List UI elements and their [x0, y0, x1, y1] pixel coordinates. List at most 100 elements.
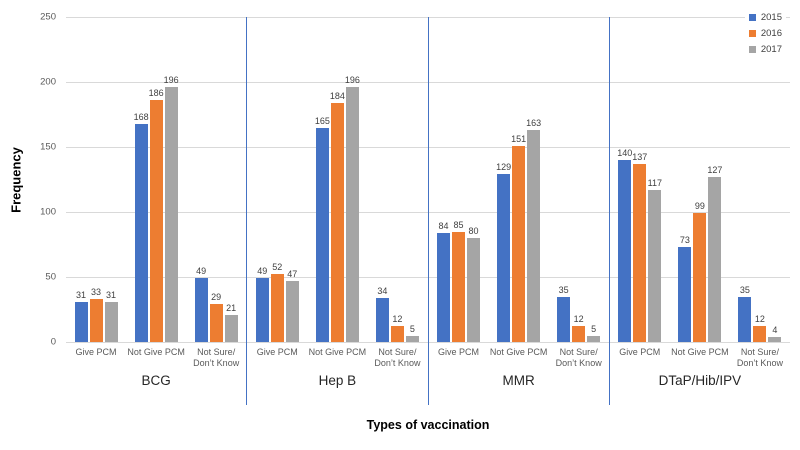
- bar-group-item: 84: [437, 220, 451, 342]
- group-label: MMR: [502, 373, 535, 388]
- bar-2015: [738, 296, 752, 342]
- bar-group-item: 33: [89, 287, 103, 342]
- bar-value-label: 31: [106, 289, 117, 300]
- bar-value-label: 99: [694, 201, 705, 212]
- bar-2017: [104, 301, 118, 342]
- bar-2015: [678, 247, 692, 342]
- bar-value-label: 168: [133, 111, 149, 122]
- category-cluster: 84 85 80 Give PCM: [429, 17, 489, 369]
- bar-2016: [390, 326, 404, 342]
- category-cluster: 168 186 196 Not Give PCM: [126, 17, 186, 369]
- category-clusters: 31 33 31 Give PCM 168 186 196 Not Give PCM 49 29 2…: [66, 17, 246, 369]
- bar-value-label: 31: [76, 289, 87, 300]
- bar-2015: [74, 301, 88, 342]
- category-cluster: 49 29 21 Not Sure/ Don’t Know: [186, 17, 246, 369]
- category-cluster: 165 184 196 Not Give PCM: [307, 17, 367, 369]
- legend-swatch-icon: [748, 14, 756, 21]
- bar-value-label: 84: [438, 220, 449, 231]
- bar-group-item: 12: [572, 314, 586, 342]
- panel-Hep B: 49 52 47 Give PCM 165 184 196 Not Give PCM 34 12 5…: [247, 17, 429, 405]
- bar-value-label: 12: [392, 314, 403, 325]
- bar-cluster: 34 12 5: [375, 17, 419, 342]
- bar-2015: [497, 174, 511, 342]
- bar-value-label: 117: [647, 177, 662, 188]
- bar-group-item: 5: [405, 323, 419, 342]
- bar-2017: [587, 335, 601, 342]
- bar-2015: [437, 232, 451, 342]
- bar-2015: [375, 297, 389, 342]
- category-cluster: 31 33 31 Give PCM: [66, 17, 126, 369]
- bar-value-label: 52: [272, 262, 283, 273]
- bar-group-item: 99: [693, 201, 707, 342]
- category-clusters: 84 85 80 Give PCM 129 151 163 Not Give PCM 35 12 5…: [429, 17, 609, 369]
- bar-2016: [693, 213, 707, 342]
- bar-group-item: 35: [557, 285, 571, 342]
- bar-group-item: 117: [647, 177, 662, 342]
- category-clusters: 140 137 117 Give PCM 73 99 127 Not Give PCM 35 12…: [610, 17, 790, 369]
- vaccine-group-panels: 31 33 31 Give PCM 168 186 196 Not Give PCM 49 29 2…: [66, 17, 790, 405]
- bar-2015: [618, 160, 632, 342]
- bar-group-item: 80: [467, 226, 481, 342]
- panel-DTaP/Hib/IPV: 140 137 117 Give PCM 73 99 127 Not Give PCM 35 12…: [610, 17, 790, 405]
- bar-group-item: 163: [526, 118, 542, 342]
- legend-swatch-icon: [748, 30, 756, 37]
- bar-value-label: 186: [148, 88, 164, 99]
- bar-group-item: 140: [617, 148, 633, 342]
- bar-group-item: 196: [164, 75, 179, 342]
- y-tick-label: 100: [40, 206, 56, 218]
- bar-cluster: 168 186 196: [133, 17, 179, 342]
- bar-2016: [633, 163, 647, 342]
- bar-value-label: 140: [617, 148, 633, 158]
- bar-value-label: 184: [329, 90, 345, 101]
- category-label: Not Sure/ Don’t Know: [193, 347, 240, 368]
- bar-value-label: 4: [772, 324, 778, 335]
- category-cluster: 34 12 5 Not Sure/ Don’t Know: [367, 17, 427, 369]
- bar-group-item: 34: [375, 286, 389, 342]
- group-label: Hep B: [318, 373, 357, 388]
- bar-cluster: 35 12 5: [557, 17, 601, 342]
- category-cluster: 35 12 4 Not Sure/ Don’t Know: [730, 17, 790, 369]
- bar-cluster: 73 99 127: [678, 17, 722, 342]
- bar-group-item: 49: [194, 266, 208, 342]
- legend: 2015 2016 2017: [744, 9, 786, 58]
- category-cluster: 49 52 47 Give PCM: [247, 17, 307, 369]
- bar-value-label: 137: [632, 151, 648, 162]
- bar-group-item: 85: [452, 220, 466, 342]
- bar-cluster: 31 33 31: [74, 17, 118, 342]
- bar-value-label: 5: [409, 323, 415, 334]
- bar-cluster: 49 29 21: [194, 17, 238, 342]
- bar-value-label: 151: [511, 133, 527, 144]
- legend-item-2016: 2016: [748, 28, 782, 39]
- bar-2015: [255, 278, 269, 342]
- legend-label: 2016: [760, 28, 782, 39]
- bar-value-label: 29: [211, 292, 222, 303]
- y-tick-label: 250: [40, 11, 56, 23]
- bar-2017: [648, 189, 662, 342]
- bar-group-item: 137: [632, 151, 648, 342]
- bar-2017: [345, 87, 359, 342]
- bar-value-label: 165: [314, 115, 330, 126]
- bar-group-item: 52: [270, 262, 284, 342]
- group-label: DTaP/Hib/IPV: [658, 373, 742, 388]
- bar-value-label: 163: [526, 118, 542, 129]
- bar-2017: [164, 87, 178, 342]
- bar-2015: [194, 278, 208, 342]
- bar-value-label: 129: [496, 162, 512, 173]
- bar-group-item: 12: [753, 314, 767, 342]
- bar-group-item: 12: [390, 314, 404, 342]
- bar-group-item: 184: [329, 90, 345, 342]
- bar-2017: [467, 238, 481, 342]
- bar-2016: [572, 326, 586, 342]
- category-label: Not Give PCM: [308, 347, 367, 357]
- bar-value-label: 12: [573, 314, 584, 325]
- bar-group-item: 31: [104, 289, 118, 342]
- y-axis-tick-labels: 0 50 100 150 200 250: [0, 12, 56, 348]
- category-label: Give PCM: [619, 347, 661, 357]
- bar-group-item: 47: [285, 269, 299, 342]
- bar-value-label: 73: [679, 235, 690, 246]
- bar-group-item: 5: [587, 324, 601, 342]
- bar-value-label: 21: [226, 302, 237, 313]
- legend-item-2015: 2015: [748, 12, 782, 23]
- bar-group-item: 21: [224, 302, 238, 342]
